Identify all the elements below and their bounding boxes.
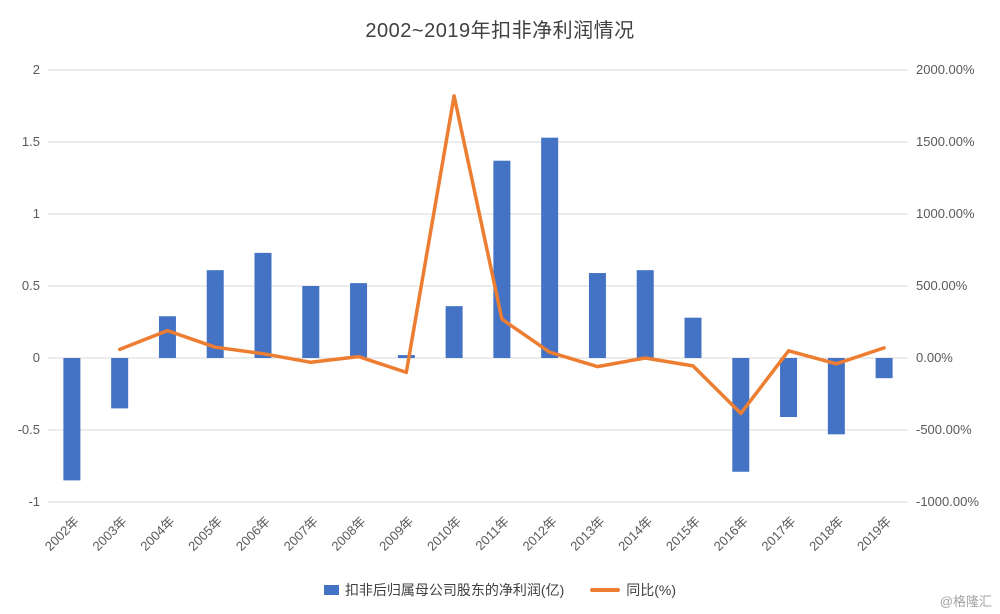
y-axis-right-tick-label: 1500.00% <box>916 134 975 149</box>
bar <box>397 355 415 358</box>
bar <box>827 358 845 435</box>
x-axis-tick-label: 2009年 <box>376 514 416 554</box>
y-axis-right-tick-label: 2000.00% <box>916 62 975 77</box>
y-axis-left-tick-label: 2 <box>33 62 40 77</box>
bar-series-swatch-icon <box>323 585 339 595</box>
bar <box>63 358 81 481</box>
bar <box>206 270 224 358</box>
x-axis-tick-label: 2005年 <box>185 514 225 554</box>
y-axis-right-tick-label: 1000.00% <box>916 206 975 221</box>
y-axis-left-tick-label: 1.5 <box>22 134 40 149</box>
chart-title: 2002~2019年扣非净利润情况 <box>365 20 635 42</box>
legend-line-label: 同比(%) <box>626 582 677 598</box>
x-axis-tick-label: 2013年 <box>567 514 607 554</box>
x-axis-tick-label: 2014年 <box>615 514 655 554</box>
bar <box>254 252 272 358</box>
x-axis-tick-label: 2006年 <box>233 514 273 554</box>
x-axis-tick-label: 2008年 <box>328 514 368 554</box>
bar <box>111 358 129 409</box>
y-axis-left-tick-label: -1 <box>28 494 40 509</box>
x-axis-tick-label: 2012年 <box>520 514 560 554</box>
bar <box>541 137 559 358</box>
x-axis-tick-label: 2010年 <box>424 514 464 554</box>
legend-bar-label: 扣非后归属母公司股东的净利润(亿) <box>344 582 565 598</box>
y-axis-right-tick-label: 500.00% <box>916 278 968 293</box>
bar <box>636 270 654 358</box>
bar <box>780 358 798 418</box>
x-axis-tick-label: 2002年 <box>42 514 82 554</box>
bar <box>445 306 463 358</box>
legend-item-line: 同比(%) <box>590 580 676 600</box>
x-axis-tick-label: 2017年 <box>758 514 798 554</box>
y-axis-left-tick-label: 1 <box>33 206 40 221</box>
y-axis-left-tick-label: 0.5 <box>22 278 40 293</box>
chart-legend: 扣非后归属母公司股东的净利润(亿) 同比(%) <box>0 580 1000 600</box>
x-axis-tick-label: 2007年 <box>281 514 321 554</box>
line-series-swatch-icon <box>590 588 621 592</box>
bar <box>875 358 893 379</box>
x-axis-tick-label: 2015年 <box>663 514 703 554</box>
bar <box>493 160 511 358</box>
x-axis-tick-label: 2011年 <box>472 514 512 554</box>
y-axis-left-tick-label: 0 <box>33 350 40 365</box>
y-axis-left-tick-label: -0.5 <box>18 422 40 437</box>
y-axis-right-tick-label: -500.00% <box>916 422 972 437</box>
x-axis-tick-label: 2004年 <box>137 514 177 554</box>
x-axis-tick-label: 2019年 <box>854 514 894 554</box>
bar <box>158 316 176 358</box>
bar <box>684 317 702 358</box>
y-axis-right-tick-label: 0.00% <box>916 350 953 365</box>
bar <box>302 286 320 358</box>
legend-item-bar: 扣非后归属母公司股东的净利润(亿) <box>323 580 565 600</box>
watermark: @格隆汇 <box>939 594 992 609</box>
bar <box>350 283 368 358</box>
y-axis-right-tick-label: -1000.00% <box>916 494 979 509</box>
x-axis-tick-label: 2016年 <box>711 514 751 554</box>
x-axis-tick-label: 2018年 <box>806 514 846 554</box>
x-axis-tick-label: 2003年 <box>90 514 130 554</box>
line-series <box>117 94 886 416</box>
bar <box>588 273 606 358</box>
